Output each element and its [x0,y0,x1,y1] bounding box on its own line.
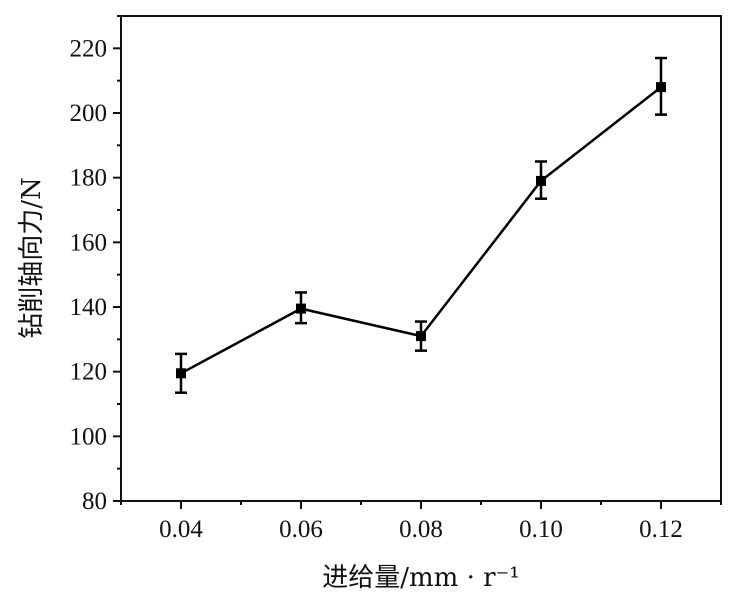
y-tick-label: 80 [82,488,107,515]
y-tick-label: 120 [70,359,108,386]
x-axis: 0.04 0.06 0.08 0.10 0.12 [120,501,722,543]
x-tick-label: 0.08 [399,516,443,543]
x-tick-label: 0.06 [279,516,323,543]
y-axis-title: 钻削轴向力/N [17,177,47,339]
x-tick-label: 0.04 [159,516,203,543]
y-tick-label: 180 [70,165,108,192]
data-point [296,303,306,314]
data-point [416,331,426,342]
data-point [536,175,546,186]
x-axis-title: 进给量/mm · r⁻¹ [322,563,519,593]
plot-frame [120,15,722,502]
data-point [176,368,186,379]
plot-area-border [120,15,722,502]
y-tick-label: 100 [70,423,108,450]
y-tick-label: 220 [70,35,108,62]
series-layer [175,56,667,394]
y-tick-label: 140 [70,294,108,321]
y-tick-label: 200 [70,100,108,127]
y-axis: 80 100 120 140 160 180 200 220 [70,15,121,515]
x-tick-label: 0.12 [639,516,683,543]
y-tick-label: 160 [70,229,108,256]
x-tick-label: 0.10 [519,516,563,543]
data-point [656,82,666,93]
